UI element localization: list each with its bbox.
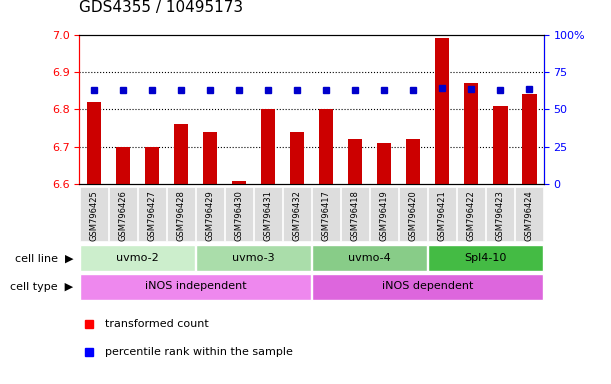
Text: cell type  ▶: cell type ▶ (10, 282, 73, 292)
Text: GSM796418: GSM796418 (351, 190, 360, 241)
Text: uvmo-4: uvmo-4 (348, 253, 391, 263)
Text: GSM796430: GSM796430 (235, 190, 244, 241)
FancyBboxPatch shape (312, 274, 543, 300)
Bar (203, 132, 218, 184)
Text: GSM796427: GSM796427 (147, 190, 156, 241)
Text: GSM796419: GSM796419 (379, 190, 389, 241)
Text: GSM796421: GSM796421 (437, 190, 447, 241)
Text: GSM796420: GSM796420 (409, 190, 418, 241)
Bar (377, 143, 392, 184)
Text: Spl4-10: Spl4-10 (464, 253, 507, 263)
FancyBboxPatch shape (283, 187, 311, 242)
Bar (145, 147, 159, 184)
Bar (174, 124, 188, 184)
Bar (261, 109, 276, 184)
Bar (115, 147, 130, 184)
Text: GSM796429: GSM796429 (205, 190, 214, 241)
Text: GDS4355 / 10495173: GDS4355 / 10495173 (79, 0, 244, 15)
FancyBboxPatch shape (254, 187, 282, 242)
FancyBboxPatch shape (457, 187, 485, 242)
Text: GSM796428: GSM796428 (177, 190, 186, 241)
Bar (348, 139, 362, 184)
Bar (319, 109, 334, 184)
FancyBboxPatch shape (80, 187, 108, 242)
FancyBboxPatch shape (428, 187, 456, 242)
Bar (522, 94, 536, 184)
Text: GSM796422: GSM796422 (467, 190, 476, 241)
Text: uvmo-3: uvmo-3 (232, 253, 275, 263)
FancyBboxPatch shape (225, 187, 253, 242)
FancyBboxPatch shape (138, 187, 166, 242)
Text: GSM796424: GSM796424 (525, 190, 534, 241)
Text: iNOS dependent: iNOS dependent (382, 281, 474, 291)
Text: transformed count: transformed count (105, 319, 209, 329)
Text: GSM796431: GSM796431 (263, 190, 273, 241)
FancyBboxPatch shape (312, 187, 340, 242)
Bar (232, 180, 246, 184)
FancyBboxPatch shape (486, 187, 514, 242)
FancyBboxPatch shape (196, 245, 311, 271)
Text: GSM796426: GSM796426 (119, 190, 128, 241)
Bar (464, 83, 478, 184)
Text: uvmo-2: uvmo-2 (116, 253, 159, 263)
FancyBboxPatch shape (515, 187, 543, 242)
Bar (435, 38, 450, 184)
FancyBboxPatch shape (399, 187, 427, 242)
Bar (493, 106, 508, 184)
Text: GSM796423: GSM796423 (496, 190, 505, 241)
Bar (406, 139, 420, 184)
Text: percentile rank within the sample: percentile rank within the sample (105, 347, 293, 357)
Text: GSM796432: GSM796432 (293, 190, 302, 241)
Text: cell line  ▶: cell line ▶ (15, 253, 73, 263)
Text: GSM796417: GSM796417 (321, 190, 331, 241)
FancyBboxPatch shape (428, 245, 543, 271)
FancyBboxPatch shape (196, 187, 224, 242)
FancyBboxPatch shape (167, 187, 195, 242)
Bar (87, 102, 101, 184)
Text: GSM796425: GSM796425 (89, 190, 98, 241)
FancyBboxPatch shape (109, 187, 137, 242)
Bar (290, 132, 304, 184)
FancyBboxPatch shape (80, 245, 195, 271)
Text: iNOS independent: iNOS independent (145, 281, 246, 291)
FancyBboxPatch shape (341, 187, 369, 242)
FancyBboxPatch shape (80, 274, 311, 300)
FancyBboxPatch shape (312, 245, 427, 271)
FancyBboxPatch shape (370, 187, 398, 242)
